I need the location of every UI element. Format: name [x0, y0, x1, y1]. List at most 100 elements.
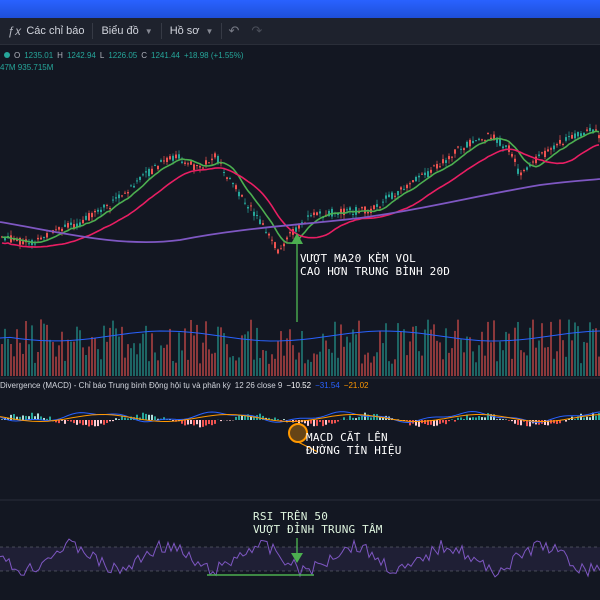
macd-histogram-bar [91, 420, 93, 426]
macd-histogram-bar [247, 414, 249, 420]
volume-bar [88, 346, 90, 376]
candle-body [529, 165, 531, 167]
macd-params: 12 26 close 9 [234, 381, 283, 390]
volume-bar [46, 324, 48, 376]
candle-body [433, 165, 435, 167]
macd-histogram-bar [70, 420, 72, 422]
macd-histogram-bar [205, 420, 207, 426]
volume-bar [202, 342, 204, 376]
candle-body [409, 183, 411, 185]
macd-histogram-bar [262, 415, 264, 420]
macd-histogram-bar [88, 420, 90, 427]
volume-bar [277, 341, 279, 376]
volume-bar [481, 331, 483, 376]
volume-ma-line [0, 330, 600, 342]
macd-annotation: MACD CẮT LÊN ĐƯỜNG TÍN HIỆU [306, 431, 402, 457]
candle-body [28, 243, 30, 245]
indicators-button[interactable]: ƒ𝑥 Các chỉ báo [0, 18, 92, 44]
macd-histogram-bar [10, 414, 12, 420]
candle-body [571, 135, 573, 139]
macd-histogram-bar [361, 416, 363, 420]
macd-histogram-bar [40, 416, 42, 420]
candle-body [394, 195, 396, 197]
candle-body [583, 132, 585, 136]
volume-bar [553, 358, 555, 376]
volume-bar [346, 336, 348, 376]
macd-histogram-bar [106, 420, 108, 424]
macd-histogram-bar [355, 418, 357, 420]
candle-body [388, 194, 390, 198]
rsi-annotation-line2: VƯỢT ĐỈNH TRUNG TÂM [253, 523, 383, 536]
ma-annotation-line2: CAO HƠN TRUNG BÌNH 20D [300, 265, 451, 278]
macd-histogram-bar [331, 420, 333, 424]
volume-bar [163, 347, 165, 376]
rsi-annotation: RSI TRÊN 50 VƯỢT ĐỈNH TRUNG TÂM [253, 510, 383, 536]
candle-body [67, 223, 69, 228]
volume-bar [214, 352, 216, 376]
volume-bar [526, 355, 528, 376]
volume-bar [7, 338, 9, 376]
macd-histogram-bar [199, 420, 201, 428]
volume-bar [448, 352, 450, 376]
candle-body [166, 157, 168, 162]
candle-body [142, 174, 144, 176]
candle-body [379, 206, 381, 208]
volume-bar [373, 356, 375, 376]
volume-bar [298, 352, 300, 376]
candle-body [400, 187, 402, 190]
volume-bar [310, 361, 312, 376]
macd-signal-value: −31.54 [315, 381, 340, 390]
volume-bar [475, 362, 477, 376]
macd-histogram-bar [322, 420, 324, 427]
candle-body [493, 134, 495, 141]
profile-menu-button[interactable]: Hồ sơ ▼ [162, 18, 222, 44]
status-dot-icon [4, 52, 10, 58]
macd-histogram-bar [79, 420, 81, 424]
candle-body [34, 243, 36, 245]
macd-histogram-bar [73, 420, 75, 424]
undo-icon[interactable]: ↶ [228, 23, 240, 38]
volume-bar [334, 321, 336, 376]
volume-bar [109, 327, 111, 376]
function-icon: ƒ𝑥 [8, 23, 22, 38]
candle-body [82, 219, 84, 224]
volume-bar [130, 348, 132, 376]
volume-bar [145, 325, 147, 376]
candle-body [217, 156, 219, 164]
macd-histogram-bar [379, 417, 381, 420]
volume-bar [106, 341, 108, 376]
candle-body [562, 143, 564, 145]
macd-histogram-bar [208, 420, 210, 425]
volume-bar [250, 319, 252, 376]
volume-bar [376, 352, 378, 376]
macd-histogram-bar [277, 419, 279, 420]
volume-bar [430, 329, 432, 376]
volume-bar [364, 354, 366, 376]
volume-bar [58, 345, 60, 376]
macd-histogram-bar [556, 420, 558, 425]
macd-histogram-bar [430, 420, 432, 425]
volume-bar [97, 349, 99, 376]
volume-bar [589, 322, 591, 376]
macd-histogram-bar [511, 420, 513, 422]
candle-body [490, 137, 492, 140]
volume-bar [289, 329, 291, 376]
volume-bar [565, 356, 567, 376]
macd-histogram-bar [595, 415, 597, 420]
volume-bar [55, 356, 57, 376]
volume-bar [94, 338, 96, 376]
redo-icon[interactable]: ↷ [251, 23, 263, 38]
volume-bar [118, 336, 120, 376]
macd-histogram-bar [166, 419, 168, 420]
volume-bar [541, 323, 543, 376]
candle-body [136, 180, 138, 182]
chevron-down-icon: ▼ [144, 26, 153, 36]
toolbar-divider [160, 23, 162, 39]
macd-histogram-bar [283, 419, 285, 420]
indicators-label: Các chỉ báo [26, 25, 85, 37]
chart-menu-button[interactable]: Biểu đồ ▼ [93, 18, 160, 44]
candle-body [37, 237, 39, 240]
macd-histogram-bar [28, 416, 30, 420]
candle-body [295, 227, 297, 232]
